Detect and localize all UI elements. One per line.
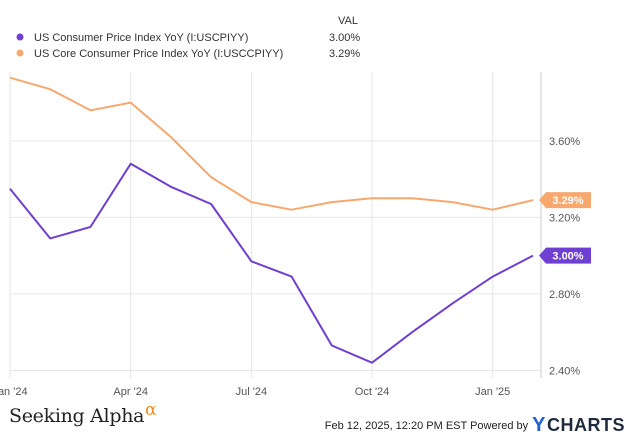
legend-value-cpi: 3.00% [329, 32, 360, 44]
series-line-0 [9, 162, 534, 364]
value-badge-pointer [539, 247, 546, 264]
alpha-icon: α [145, 400, 157, 420]
seeking-alpha-logo: Seeking Alphaα [9, 400, 157, 427]
legend-value-core-cpi: 3.29% [329, 48, 360, 60]
timestamp: Feb 12, 2025, 12:20 PM EST Powered by [324, 419, 529, 432]
x-tick-label: Apr '24 [113, 386, 148, 398]
legend-label-core-cpi: US Core Consumer Price Index YoY (I:USCC… [34, 48, 283, 60]
y-tick-label: 2.80% [549, 289, 580, 301]
ycharts-wordmark: CHARTS [547, 415, 625, 435]
x-tick-label: Jan '25 [475, 386, 510, 398]
y-tick-label: 3.60% [549, 136, 580, 148]
x-axis: Jan '24 Apr '24 Jul '24 Oct '24 Jan '25 [0, 386, 510, 398]
x-tick-label: Jan '24 [0, 386, 28, 398]
ycharts-logo: Y CHARTS [532, 414, 625, 437]
legend-swatch-cpi [16, 33, 24, 41]
legend-label-cpi: US Consumer Price Index YoY (I:USCPIYY) [34, 32, 248, 44]
value-badges: 3.00% 3.29% [539, 192, 591, 264]
value-badge [546, 247, 591, 264]
brand-name: Seeking Alpha [9, 405, 145, 427]
x-tick-label: Jul '24 [236, 386, 267, 398]
value-badge-label: 3.29% [552, 195, 583, 207]
value-badge-label: 3.00% [552, 251, 583, 263]
value-badge-pointer [539, 192, 546, 209]
legend-header: VAL [338, 15, 358, 27]
ycharts-y-icon: Y [532, 414, 546, 436]
series-line-1 [9, 76, 534, 211]
series-lines [9, 76, 534, 364]
value-badge [546, 192, 591, 209]
x-tick-label: Oct '24 [355, 386, 390, 398]
y-tick-label: 2.40% [549, 365, 580, 377]
legend-swatch-core-cpi [16, 49, 24, 57]
legend: VAL US Consumer Price Index YoY (I:USCPI… [16, 15, 360, 60]
y-axis: 3.60% 3.20% 2.80% 2.40% [549, 136, 580, 378]
grid [9, 72, 542, 378]
y-tick-label: 3.20% [549, 212, 580, 224]
